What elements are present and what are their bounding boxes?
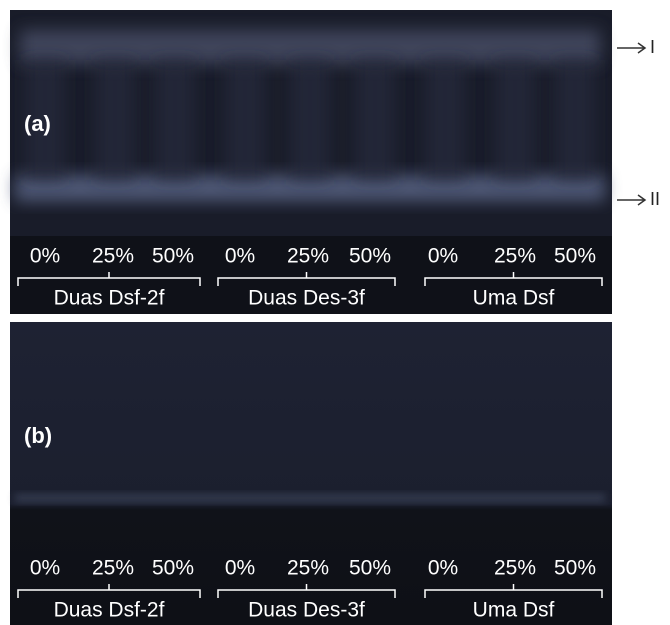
lane-label: 50% [349, 557, 391, 580]
band-marker: II [650, 189, 660, 209]
gel-a [10, 10, 612, 314]
group-label: Duas Des-3f [248, 599, 365, 622]
figure: (a) 0% 25% 50% 0% 25% 50% 0% 25% 50% Duas Dsf-2f Du… [0, 0, 670, 625]
lane-label: 50% [554, 557, 596, 580]
gel-b [10, 322, 612, 625]
lane-label: 50% [554, 245, 596, 268]
band-marker: I [650, 37, 655, 57]
arrows [617, 43, 645, 205]
lane-label: 0% [428, 557, 458, 580]
lane-label: 25% [92, 245, 134, 268]
lane-label: 25% [287, 557, 329, 580]
lane-label: 0% [30, 245, 60, 268]
lane-label: 0% [225, 557, 255, 580]
lane-label: 50% [152, 557, 194, 580]
lane-label: 50% [152, 245, 194, 268]
group-label: Duas Dsf-2f [54, 287, 165, 310]
lane-label: 25% [287, 245, 329, 268]
group-label: Duas Des-3f [248, 287, 365, 310]
lane-label: 25% [494, 245, 536, 268]
panel-label: (a) [24, 111, 51, 136]
group-label: Duas Dsf-2f [54, 599, 165, 622]
panel-label: (b) [24, 423, 52, 448]
lane-label: 0% [30, 557, 60, 580]
group-label: Uma Dsf [473, 599, 555, 622]
lane-label: 50% [349, 245, 391, 268]
lane-label: 25% [494, 557, 536, 580]
group-label: Uma Dsf [473, 287, 555, 310]
lane-label: 0% [428, 245, 458, 268]
lane-label: 25% [92, 557, 134, 580]
lane-label: 0% [225, 245, 255, 268]
